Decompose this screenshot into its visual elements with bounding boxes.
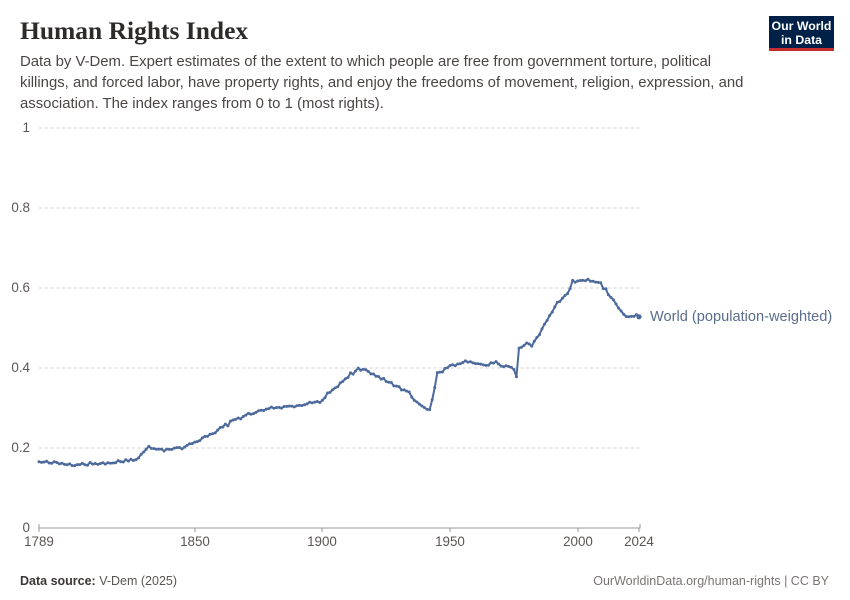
svg-text:0.2: 0.2 (11, 440, 30, 455)
svg-text:0: 0 (23, 520, 30, 535)
svg-text:1950: 1950 (435, 534, 465, 549)
svg-text:0.4: 0.4 (11, 360, 30, 375)
svg-text:0.8: 0.8 (11, 200, 30, 215)
svg-text:0.6: 0.6 (11, 280, 30, 295)
svg-text:1: 1 (23, 120, 30, 135)
svg-text:1789: 1789 (24, 534, 54, 549)
svg-text:1900: 1900 (307, 534, 337, 549)
svg-text:World (population-weighted): World (population-weighted) (650, 309, 832, 325)
svg-text:2024: 2024 (624, 534, 654, 549)
svg-text:1850: 1850 (180, 534, 210, 549)
svg-text:2000: 2000 (563, 534, 593, 549)
